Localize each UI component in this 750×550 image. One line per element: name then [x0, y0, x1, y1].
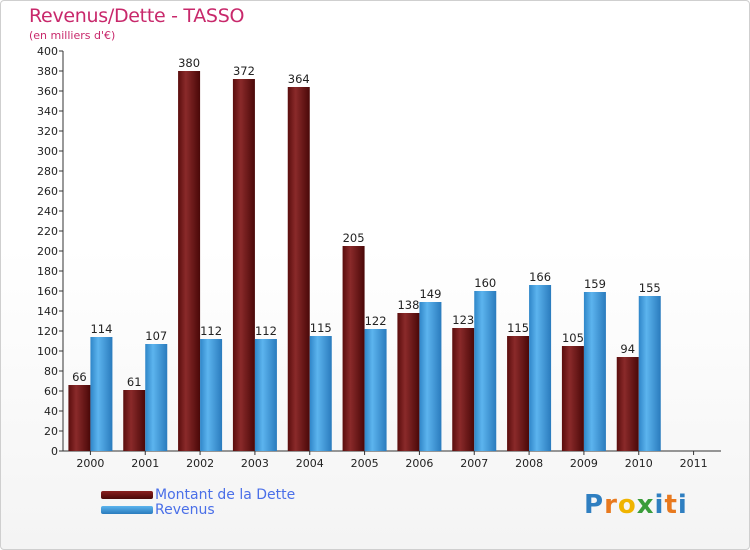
revenue-bar-label: 112 [255, 324, 277, 338]
debt-bar-label: 105 [562, 331, 584, 345]
revenue-bar [583, 292, 606, 451]
y-tick-label: 380 [37, 65, 58, 78]
revenue-bar-label: 166 [529, 270, 551, 284]
x-tick-label: 2004 [296, 457, 324, 470]
debt-bar [178, 71, 201, 451]
y-tick-label: 360 [37, 85, 58, 98]
chart-subtitle: (en milliers d'€) [29, 29, 116, 42]
revenue-bar-label: 112 [200, 324, 222, 338]
logo-letter: o [617, 490, 637, 520]
data-labels: 66 61 380 372 364 205 138 123 115 105 94 114 107 112 1… [72, 56, 661, 389]
x-tick-label: 2000 [76, 457, 104, 470]
legend-label-debt: Montant de la Dette [155, 487, 296, 503]
revenue-bar [419, 302, 442, 451]
debt-bar-label: 94 [620, 342, 635, 356]
legend-item-debt: Montant de la Dette [101, 488, 295, 502]
revenue-bar-label: 107 [145, 329, 167, 343]
logo-letter: t [664, 490, 678, 520]
x-tick-label: 2009 [570, 457, 598, 470]
y-tick-label: 160 [37, 285, 58, 298]
revenue-bar [529, 285, 552, 451]
legend-label-revenue: Revenus [155, 502, 215, 518]
revenue-bar [145, 344, 168, 451]
y-tick-label: 80 [44, 365, 58, 378]
y-tick-label: 60 [44, 385, 58, 398]
debt-bar-label: 61 [127, 375, 142, 389]
logo-letter: r [604, 490, 618, 520]
debt-bar-label: 380 [178, 56, 200, 70]
y-tick-label: 280 [37, 165, 58, 178]
revenue-bar-label: 114 [90, 322, 112, 336]
revenue-bar-label: 160 [474, 276, 496, 290]
x-tick-label: 2002 [186, 457, 214, 470]
y-tick-label: 180 [37, 265, 58, 278]
x-tick-label: 2001 [131, 457, 159, 470]
y-tick-label: 320 [37, 125, 58, 138]
y-tick-label: 260 [37, 185, 58, 198]
debt-bar-label: 115 [507, 321, 529, 335]
y-tick-label: 240 [37, 205, 58, 218]
x-tick-label: 2003 [241, 457, 269, 470]
debt-bar [507, 336, 530, 451]
revenue-swatch [101, 506, 153, 514]
x-tick-label: 2011 [680, 457, 708, 470]
debt-bar [287, 87, 310, 451]
y-tick-label: 220 [37, 225, 58, 238]
y-tick-label: 40 [44, 405, 58, 418]
revenue-bar [200, 339, 223, 451]
revenue-bar [474, 291, 497, 451]
y-tick-label: 400 [37, 45, 58, 58]
debt-bar-label: 205 [343, 231, 365, 245]
y-tick-label: 120 [37, 325, 58, 338]
proxiti-logo: Proxiti [584, 490, 688, 520]
revenue-bar-label: 115 [310, 321, 332, 335]
revenue-bar [638, 296, 661, 451]
debt-bar [452, 328, 475, 451]
y-tick-label: 0 [51, 445, 58, 458]
x-tick-label: 2007 [460, 457, 488, 470]
debt-bar [616, 357, 639, 451]
debt-bar-label: 123 [452, 313, 474, 327]
debt-bar-label: 138 [397, 298, 419, 312]
y-tick-label: 140 [37, 305, 58, 318]
revenue-bar-label: 149 [419, 287, 441, 301]
logo-letter: i [654, 490, 665, 520]
x-tick-label: 2006 [405, 457, 433, 470]
logo-letter: x [636, 490, 655, 520]
y-tick-label: 200 [37, 245, 58, 258]
revenue-bar [254, 339, 277, 451]
y-tick-label: 300 [37, 145, 58, 158]
chart-title: Revenus/Dette - TASSO [29, 5, 245, 27]
debt-bar [232, 79, 255, 451]
logo-letter: i [677, 490, 688, 520]
axes: 0 20 40 60 80 100 120 140 160 180 200 220 240 260 280 3… [37, 45, 721, 470]
x-tick-label: 2010 [625, 457, 653, 470]
revenue-bar-label: 159 [584, 277, 606, 291]
x-tick-label: 2008 [515, 457, 543, 470]
revenue-bar [364, 329, 387, 451]
bars [68, 71, 661, 451]
revenue-bar-label: 122 [365, 314, 387, 328]
y-tick-label: 100 [37, 345, 58, 358]
debt-bar-label: 364 [288, 72, 310, 86]
debt-bar [561, 346, 584, 451]
debt-bar [68, 385, 91, 451]
y-tick-label: 340 [37, 105, 58, 118]
debt-bar [397, 313, 420, 451]
x-tick-label: 2005 [351, 457, 379, 470]
debt-bar [342, 246, 365, 451]
logo-letter: P [584, 490, 605, 520]
y-tick-label: 20 [44, 425, 58, 438]
revenue-bar [309, 336, 332, 451]
revenue-bar [90, 337, 113, 451]
debt-bar-label: 66 [72, 370, 87, 384]
debt-bar-label: 372 [233, 64, 255, 78]
debt-swatch [101, 491, 153, 499]
revenue-bar-label: 155 [639, 281, 661, 295]
legend-item-revenue: Revenus [101, 503, 215, 517]
debt-bar [123, 390, 146, 451]
